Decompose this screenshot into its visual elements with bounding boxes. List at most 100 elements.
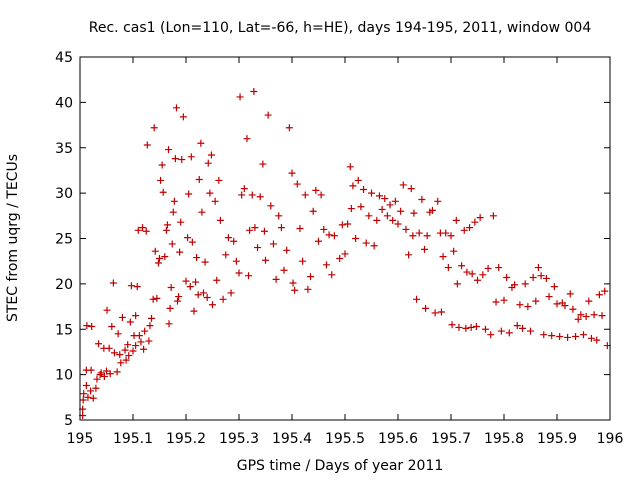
data-point	[293, 180, 301, 188]
data-point	[82, 382, 90, 390]
data-point	[542, 274, 550, 282]
data-point	[251, 224, 259, 232]
data-point	[88, 323, 96, 331]
data-point	[162, 226, 170, 234]
data-point	[215, 176, 223, 184]
data-point	[577, 311, 585, 319]
plot-frame	[79, 56, 611, 421]
data-point	[179, 113, 187, 121]
y-tick-label: 40	[55, 95, 73, 111]
data-point	[232, 257, 240, 265]
data-point	[238, 191, 246, 199]
data-point	[550, 283, 558, 291]
data-point	[224, 234, 232, 242]
data-point	[481, 325, 489, 333]
data-point	[146, 322, 154, 330]
data-point	[169, 208, 177, 216]
data-point	[92, 384, 100, 392]
data-point	[132, 312, 140, 320]
data-point	[516, 301, 524, 309]
data-point	[158, 161, 166, 169]
data-point	[413, 295, 421, 303]
data-point	[365, 212, 373, 220]
data-point	[585, 297, 593, 305]
data-point	[476, 214, 484, 222]
data-point	[163, 221, 171, 229]
tick-labels-layer: 195 195.1 195.2 195.3 195.4 195.5 195.6 195.7 19…	[55, 50, 623, 447]
data-point	[357, 203, 365, 211]
data-point	[405, 251, 413, 259]
data-point	[117, 359, 125, 367]
data-point	[572, 333, 580, 341]
data-point	[317, 191, 325, 199]
data-point	[285, 124, 293, 132]
data-point	[325, 231, 333, 239]
data-point	[309, 207, 317, 215]
data-point	[113, 368, 121, 376]
data-point	[127, 282, 135, 290]
data-point	[176, 248, 184, 256]
data-point	[89, 394, 97, 402]
data-point	[272, 275, 280, 283]
data-point	[315, 237, 322, 245]
data-point	[341, 250, 349, 258]
data-point	[378, 205, 386, 213]
x-axis-label: GPS time / Days of year 2011	[237, 458, 444, 474]
data-point	[250, 87, 258, 95]
data-point	[291, 286, 299, 294]
data-point	[277, 224, 285, 232]
data-point	[193, 254, 201, 262]
data-point	[389, 216, 397, 224]
data-point	[235, 269, 243, 277]
data-point	[246, 226, 254, 234]
data-point	[468, 270, 476, 278]
data-point	[534, 264, 542, 272]
x-tick-label: 195.2	[166, 431, 206, 447]
data-point	[139, 224, 147, 232]
data-point	[467, 323, 475, 331]
data-point	[452, 216, 460, 224]
data-point	[423, 232, 431, 240]
data-point	[422, 304, 430, 312]
data-point	[391, 197, 399, 205]
data-point	[320, 225, 328, 233]
data-point	[564, 333, 572, 341]
data-point	[87, 366, 95, 374]
data-point	[142, 227, 150, 235]
data-point	[322, 261, 330, 269]
data-point	[375, 192, 383, 200]
data-point	[105, 344, 113, 352]
data-point	[83, 322, 91, 330]
data-point	[103, 367, 110, 375]
data-point	[370, 242, 378, 250]
data-point	[118, 313, 126, 321]
data-point	[330, 232, 338, 240]
y-tick-label: 30	[55, 186, 73, 202]
data-point	[125, 352, 133, 360]
data-point	[106, 370, 114, 378]
data-point	[260, 227, 268, 235]
data-point	[195, 176, 203, 184]
data-point	[492, 298, 500, 306]
data-point	[444, 264, 452, 272]
data-point	[394, 220, 402, 228]
data-point	[346, 163, 354, 171]
data-point	[222, 251, 230, 259]
x-tick-label: 195.8	[484, 431, 524, 447]
data-point	[545, 293, 553, 301]
data-point	[132, 342, 140, 350]
data-point	[532, 297, 540, 305]
x-tick-label: 195	[67, 431, 94, 447]
data-point	[381, 195, 389, 203]
data-point	[269, 240, 277, 248]
data-point	[87, 387, 95, 395]
data-point	[198, 208, 206, 216]
data-point	[513, 322, 521, 330]
data-point	[301, 191, 309, 199]
data-point	[409, 232, 417, 240]
data-point	[175, 293, 183, 301]
data-point	[489, 212, 497, 220]
y-tick-label: 45	[55, 50, 73, 66]
data-point	[574, 315, 582, 323]
data-point	[505, 329, 513, 337]
